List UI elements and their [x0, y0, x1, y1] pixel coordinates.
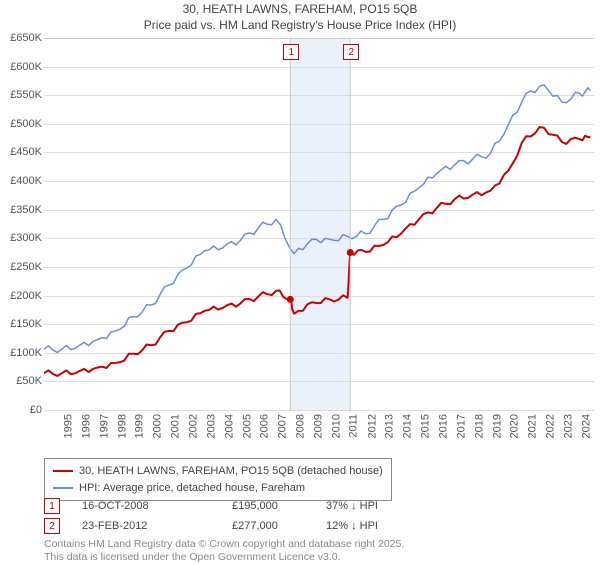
plot-svg [44, 39, 594, 411]
legend-label-price-paid: 30, HEATH LAWNS, FAREHAM, PO15 5QB (deta… [79, 463, 383, 480]
sale-marker-badge: 2 [343, 44, 359, 60]
sale-point-dot [287, 296, 294, 303]
legend-swatch-hpi [53, 487, 73, 489]
x-tick-label: 1995 [62, 414, 74, 438]
sale-marker-badge: 1 [283, 44, 299, 60]
y-tick-label: £400K [2, 175, 42, 187]
x-tick-label: 2003 [205, 414, 217, 438]
y-tick-label: £100K [2, 347, 42, 359]
sale-price-1: £195,000 [232, 500, 326, 512]
x-tick-label: 2004 [223, 414, 235, 438]
sale-badge-2: 2 [44, 518, 60, 534]
y-tick-label: £650K [2, 32, 42, 44]
series-hpi [44, 85, 590, 353]
y-tick-label: £250K [2, 261, 42, 273]
y-tick-label: £0 [2, 404, 42, 416]
y-tick-label: £500K [2, 118, 42, 130]
x-tick-label: 1998 [116, 414, 128, 438]
sale-diff-1: 37% ↓ HPI [326, 500, 378, 512]
y-tick-label: £350K [2, 204, 42, 216]
sale-badge-1: 1 [44, 498, 60, 514]
series-price_paid [44, 127, 590, 376]
x-tick-label: 2002 [187, 414, 199, 438]
plot-area [44, 38, 594, 411]
y-tick-label: £300K [2, 232, 42, 244]
chart-container: 30, HEATH LAWNS, FAREHAM, PO15 5QB Price… [0, 0, 600, 560]
x-tick-label: 2014 [402, 414, 414, 438]
y-tick-label: £150K [2, 318, 42, 330]
sale-price-2: £277,000 [232, 520, 326, 532]
y-tick-label: £600K [2, 61, 42, 73]
x-tick-label: 2013 [384, 414, 396, 438]
x-tick-label: 1996 [80, 414, 92, 438]
x-tick-label: 1997 [98, 414, 110, 438]
x-tick-label: 1999 [134, 414, 146, 438]
y-tick-label: £50K [2, 375, 42, 387]
sale-diff-2: 12% ↓ HPI [326, 520, 378, 532]
footer-line-2: This data is licensed under the Open Gov… [44, 551, 341, 563]
title-line-2: Price paid vs. HM Land Registry's House … [0, 18, 600, 34]
sale-row-1: 1 16-OCT-2008 £195,000 37% ↓ HPI [44, 498, 378, 514]
x-tick-label: 2024 [580, 414, 592, 438]
legend: 30, HEATH LAWNS, FAREHAM, PO15 5QB (deta… [44, 458, 392, 501]
sale-row-2: 2 23-FEB-2012 £277,000 12% ↓ HPI [44, 518, 378, 534]
y-tick-label: £450K [2, 146, 42, 158]
x-tick-label: 2007 [277, 414, 289, 438]
y-tick-label: £200K [2, 290, 42, 302]
x-tick-label: 2021 [527, 414, 539, 438]
x-tick-label: 2010 [330, 414, 342, 438]
x-tick-label: 2006 [259, 414, 271, 438]
legend-label-hpi: HPI: Average price, detached house, Fare… [79, 480, 305, 497]
footer-line-1: Contains HM Land Registry data © Crown c… [44, 538, 404, 550]
footer-note: Contains HM Land Registry data © Crown c… [44, 538, 404, 564]
x-tick-label: 2009 [312, 414, 324, 438]
sale-date-2: 23-FEB-2012 [82, 520, 232, 532]
x-tick-label: 2008 [295, 414, 307, 438]
x-tick-label: 2019 [491, 414, 503, 438]
x-tick-label: 2001 [170, 414, 182, 438]
y-tick-label: £550K [2, 89, 42, 101]
x-tick-label: 2015 [420, 414, 432, 438]
x-tick-label: 2018 [473, 414, 485, 438]
x-tick-label: 2011 [347, 414, 359, 438]
x-tick-label: 2022 [545, 414, 557, 438]
x-tick-label: 2016 [437, 414, 449, 438]
x-tick-label: 2000 [152, 414, 164, 438]
legend-swatch-price-paid [53, 470, 73, 472]
sale-point-dot [347, 249, 354, 256]
legend-row-hpi: HPI: Average price, detached house, Fare… [53, 480, 383, 497]
sale-date-1: 16-OCT-2008 [82, 500, 232, 512]
chart-title-block: 30, HEATH LAWNS, FAREHAM, PO15 5QB Price… [0, 0, 600, 33]
title-line-1: 30, HEATH LAWNS, FAREHAM, PO15 5QB [0, 2, 600, 18]
x-tick-label: 2012 [366, 414, 378, 438]
x-tick-label: 2020 [509, 414, 521, 438]
x-tick-label: 2005 [241, 414, 253, 438]
legend-row-price-paid: 30, HEATH LAWNS, FAREHAM, PO15 5QB (deta… [53, 463, 383, 480]
x-tick-label: 2017 [455, 414, 467, 438]
x-tick-label: 2023 [562, 414, 574, 438]
